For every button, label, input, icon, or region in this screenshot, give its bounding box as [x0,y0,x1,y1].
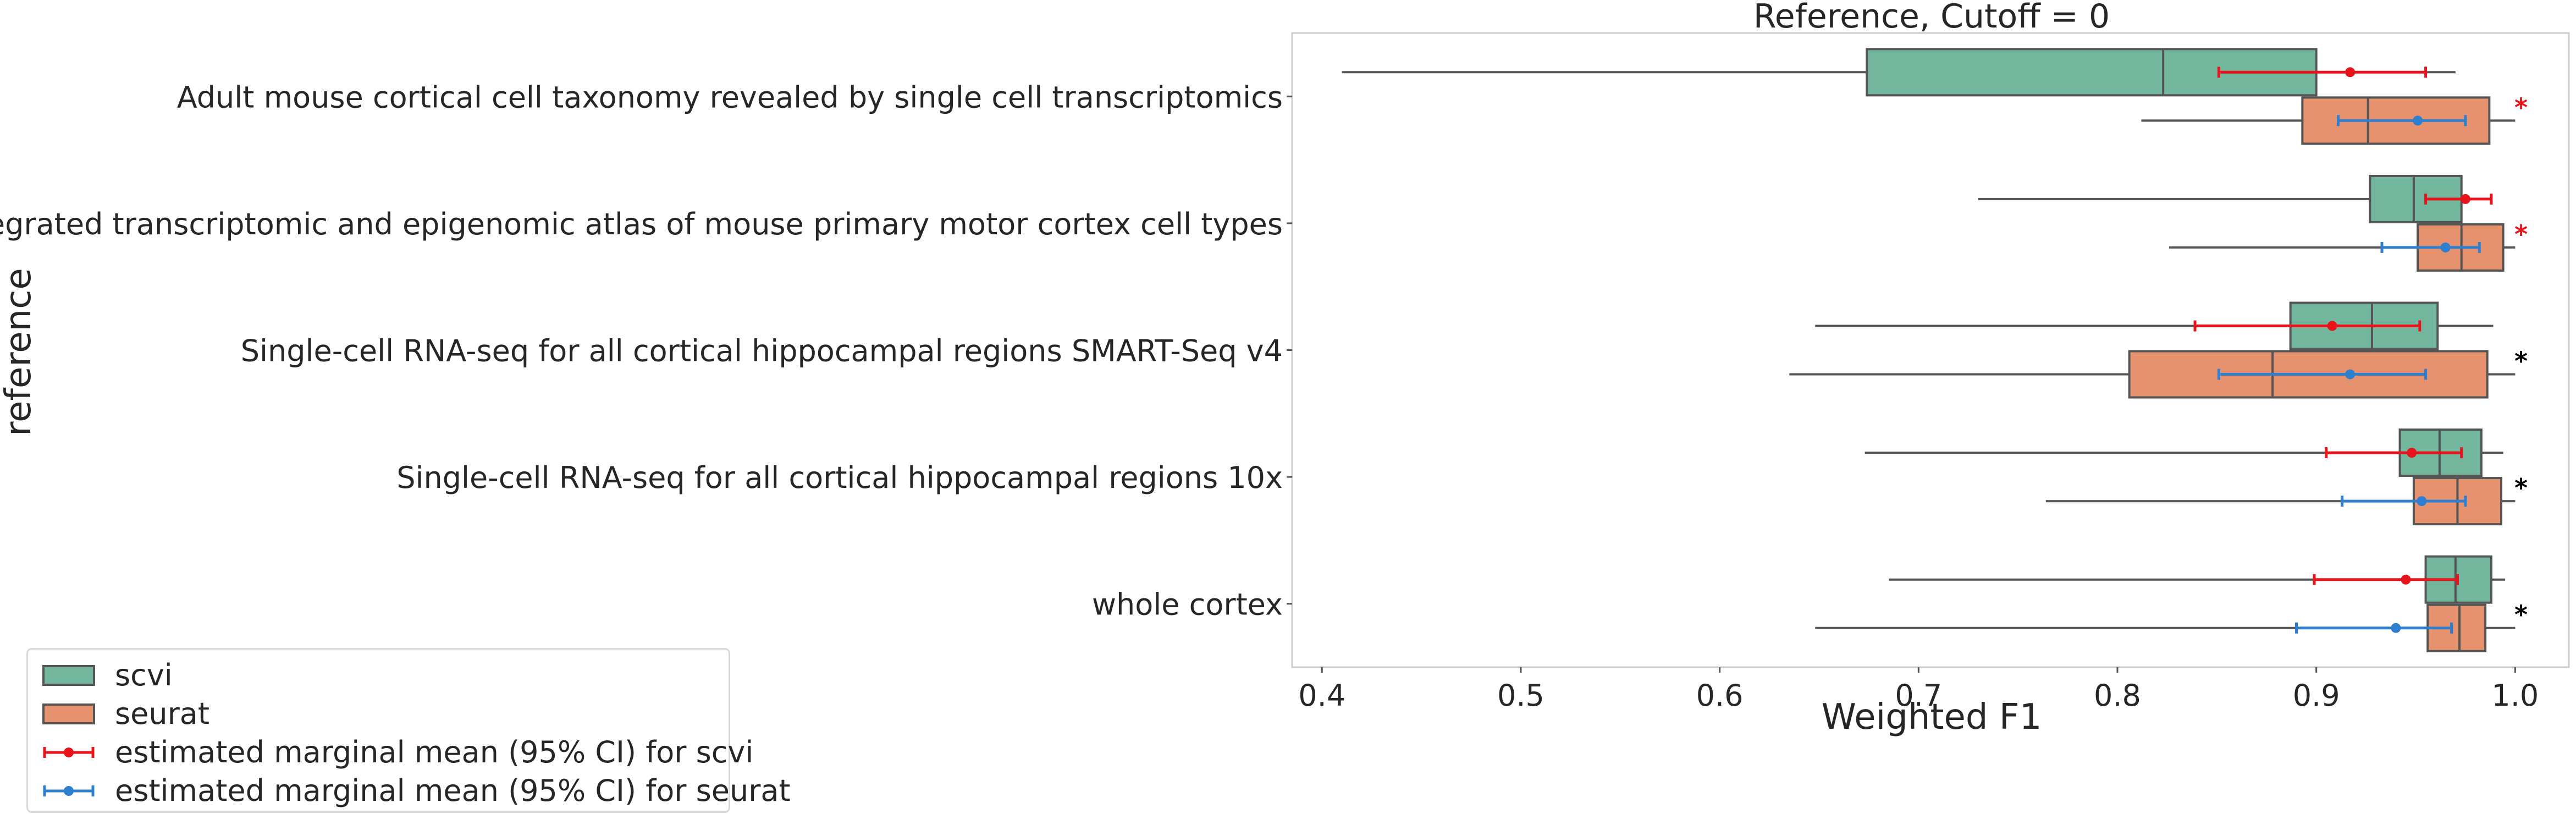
seurat-mean-marker-icon [43,785,95,796]
mean-point [2413,116,2423,126]
ci-seurat [2336,115,2467,127]
ci-scvi [2217,67,2428,78]
x-tick-label: 0.5 [1497,678,1545,713]
x-tick-label: 0.8 [2094,678,2141,713]
scvi-mean-marker-icon [43,747,95,758]
mean-point [2460,194,2470,204]
mean-point [2327,321,2337,331]
significance-star: * [2514,473,2528,503]
box-scvi [1978,174,2468,223]
ci-seurat [2294,622,2453,634]
mean-point [2401,574,2411,585]
seurat-swatch [42,703,95,724]
x-tick-label: 0.9 [2293,678,2340,713]
x-tick-label: 1.0 [2491,678,2539,713]
legend-label-scvi: scvi [115,658,173,692]
y-tick-label: Single-cell RNA-seq for all cortical hip… [241,334,1283,369]
chart-title: Reference, Cutoff = 0 [1753,0,2110,36]
legend-item-scvi-mean: estimated marginal mean (95% CI) for scv… [28,733,753,772]
legend-item-scvi: scvi [28,656,729,695]
legend: scvi seurat estimated marginal mean (95%… [26,648,791,813]
x-tick-label: 0.7 [1895,678,1942,713]
legend-label-seurat: seurat [115,696,210,731]
y-axis-label: reference [0,268,39,436]
legend-item-seurat-mean: estimated marginal mean (95% CI) for seu… [28,772,791,810]
ci-scvi [2424,193,2493,205]
mean-point [2345,67,2356,78]
significance-star: * [2514,347,2528,376]
scvi-swatch [42,665,95,686]
mean-point [2407,448,2417,458]
legend-label-scvi-mean: estimated marginal mean (95% CI) for scv… [115,735,754,769]
x-tick-label: 0.6 [1696,678,1744,713]
ci-seurat [2217,369,2428,380]
significance-star: * [2514,92,2528,122]
y-tick-label: whole cortex [1092,587,1283,622]
mean-point [2391,623,2401,633]
ci-scvi [2313,574,2459,585]
y-tick-label: Adult mouse cortical cell taxonomy revea… [177,80,1283,114]
ci-seurat [2380,241,2481,253]
significance-star: * [2514,219,2528,249]
mean-point [2440,242,2451,252]
mean-point [2345,369,2356,380]
y-tick-label: An integrated transcriptomic and epigeno… [0,207,1283,241]
legend-label-seurat-mean: estimated marginal mean (95% CI) for seu… [115,773,791,808]
mean-point [2417,496,2427,507]
legend-item-seurat: seurat [28,695,729,733]
x-axis-label: Weighted F1 [1822,697,2042,738]
ci-seurat [2341,496,2467,507]
significance-star: * [2514,600,2528,630]
x-tick-label: 0.4 [1298,678,1345,713]
ci-scvi [2325,447,2463,459]
y-tick-label: Single-cell RNA-seq for all cortical hip… [396,460,1283,495]
ci-scvi [2193,320,2421,332]
